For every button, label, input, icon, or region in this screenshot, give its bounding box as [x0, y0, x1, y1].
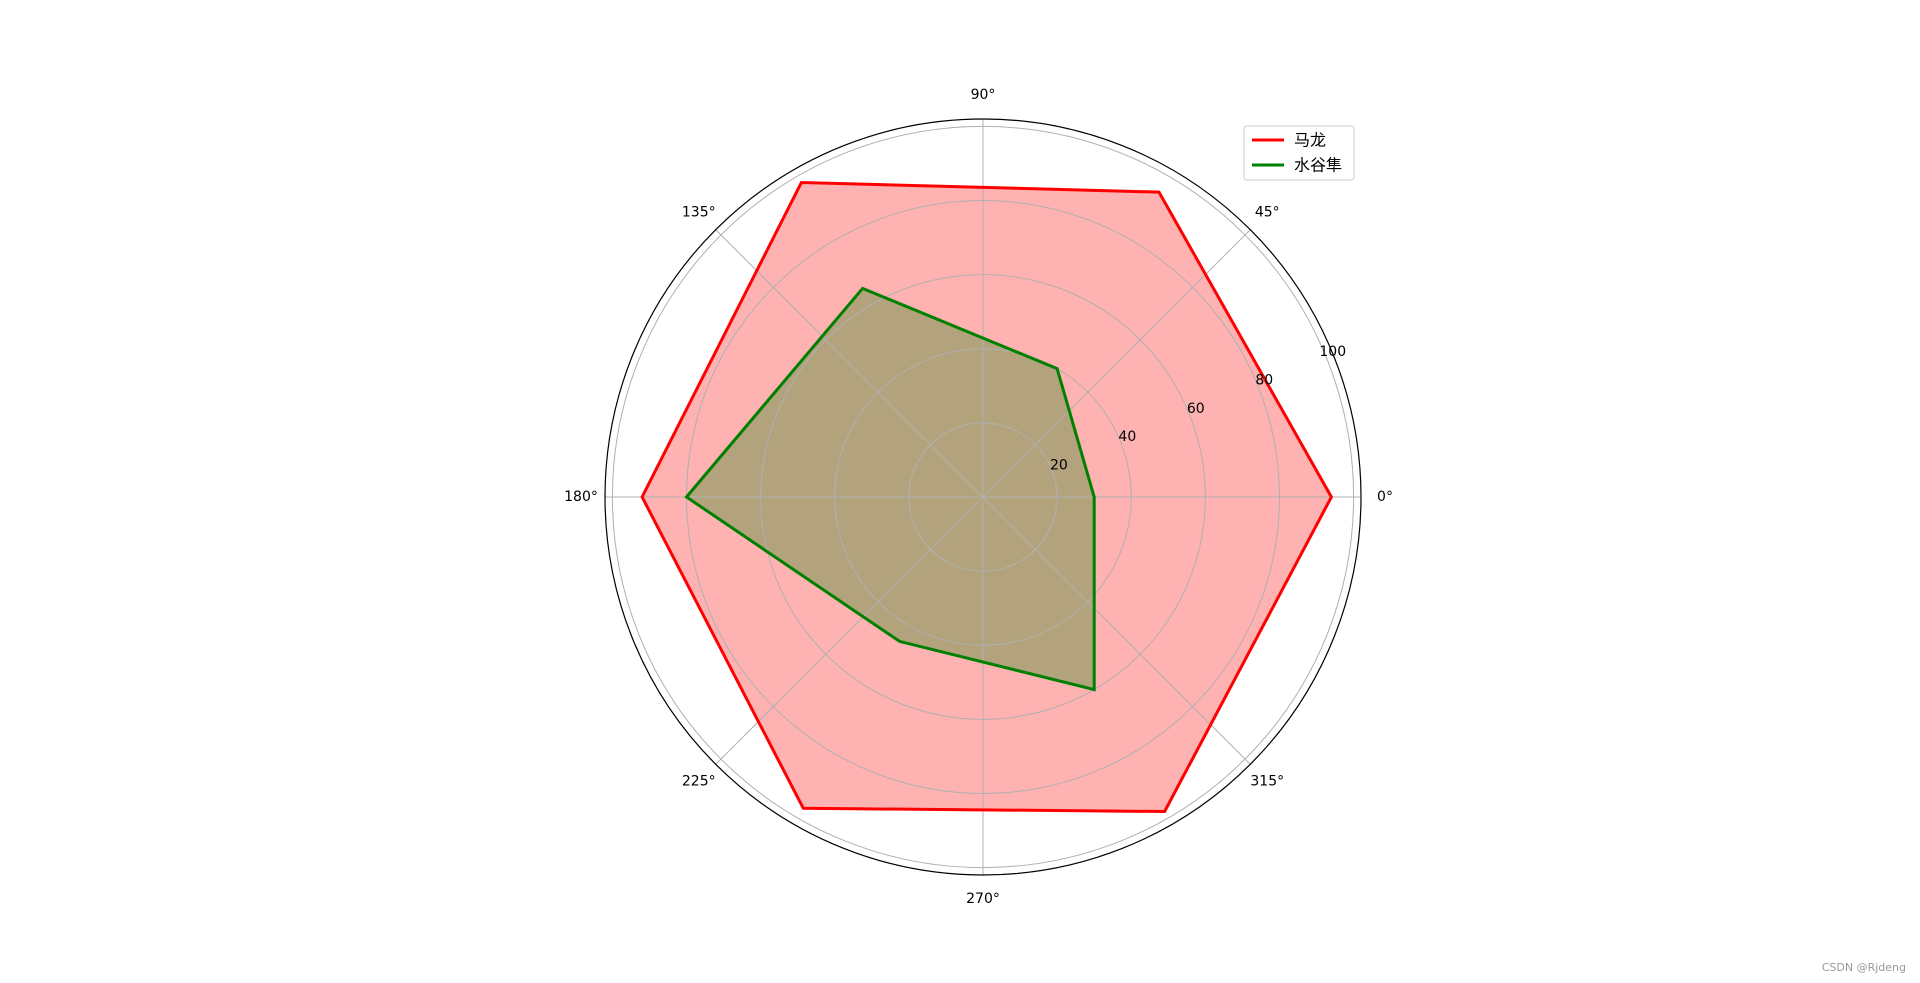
angle-label: 180° — [564, 489, 598, 505]
angle-label: 90° — [971, 87, 996, 103]
angle-label: 315° — [1250, 773, 1284, 789]
grid-spoke — [715, 496, 984, 765]
legend-label: 水谷隼 — [1294, 156, 1342, 175]
series-line — [684, 286, 1096, 692]
angle-label: 270° — [966, 891, 1000, 907]
radial-label: 80 — [1255, 372, 1273, 388]
radial-label: 40 — [1118, 429, 1136, 445]
polar-spine — [604, 118, 1362, 876]
angle-label: 0° — [1377, 489, 1393, 505]
watermark: CSDN @Rjdeng — [1822, 961, 1906, 974]
angle-label: 45° — [1255, 205, 1280, 221]
grid-spoke — [715, 229, 984, 498]
series-line — [640, 180, 1334, 814]
radial-label: 20 — [1050, 458, 1068, 474]
radial-label: 60 — [1187, 401, 1205, 417]
grid-spoke — [982, 496, 1251, 765]
radial-label: 100 — [1319, 344, 1346, 360]
angle-label: 135° — [682, 205, 716, 221]
angle-label: 225° — [682, 773, 716, 789]
legend-label: 马龙 — [1294, 131, 1326, 150]
